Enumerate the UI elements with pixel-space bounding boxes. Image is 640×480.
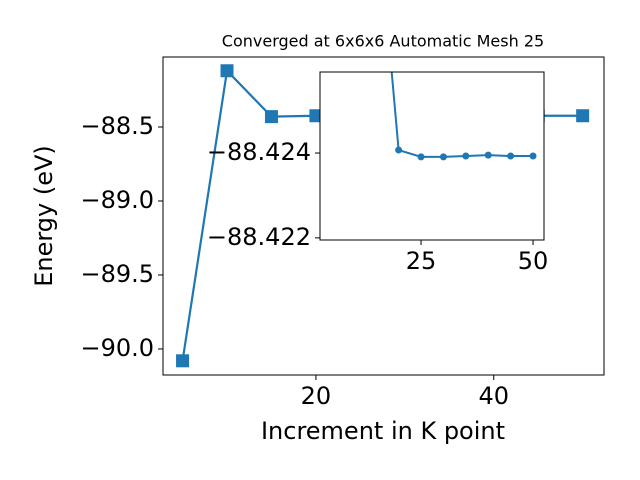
axes-frame xyxy=(162,56,605,376)
plot-area xyxy=(390,72,537,161)
data-marker xyxy=(439,153,447,161)
y-axis-label: Energy (eV) xyxy=(30,145,58,287)
data-marker xyxy=(176,354,190,368)
data-marker xyxy=(484,151,492,159)
x-axis-label: Increment in K point xyxy=(261,417,505,445)
data-marker xyxy=(462,152,470,160)
x-tick-label: 50 xyxy=(518,247,549,275)
data-marker xyxy=(576,109,590,123)
y-tick-label: −89.0 xyxy=(80,186,154,214)
x-tick-label: 25 xyxy=(406,247,437,275)
axes-frame xyxy=(319,71,545,241)
data-marker xyxy=(309,109,323,123)
data-marker xyxy=(264,110,278,124)
x-tick-label: 20 xyxy=(301,382,332,410)
data-marker xyxy=(395,146,403,154)
x-tick-label: 40 xyxy=(478,382,509,410)
y-tick-label: −88.5 xyxy=(80,112,154,140)
data-marker xyxy=(529,152,537,160)
data-line xyxy=(390,72,534,158)
y-tick-label: −88.424 xyxy=(207,138,311,166)
data-marker xyxy=(417,153,425,161)
y-tick-label: −88.422 xyxy=(207,223,311,251)
data-marker xyxy=(507,152,515,160)
y-tick-label: −89.5 xyxy=(80,260,154,288)
chart-title: Converged at 6x6x6 Automatic Mesh 25 xyxy=(222,32,544,51)
data-marker xyxy=(220,64,234,78)
y-tick-label: −90.0 xyxy=(80,334,154,362)
